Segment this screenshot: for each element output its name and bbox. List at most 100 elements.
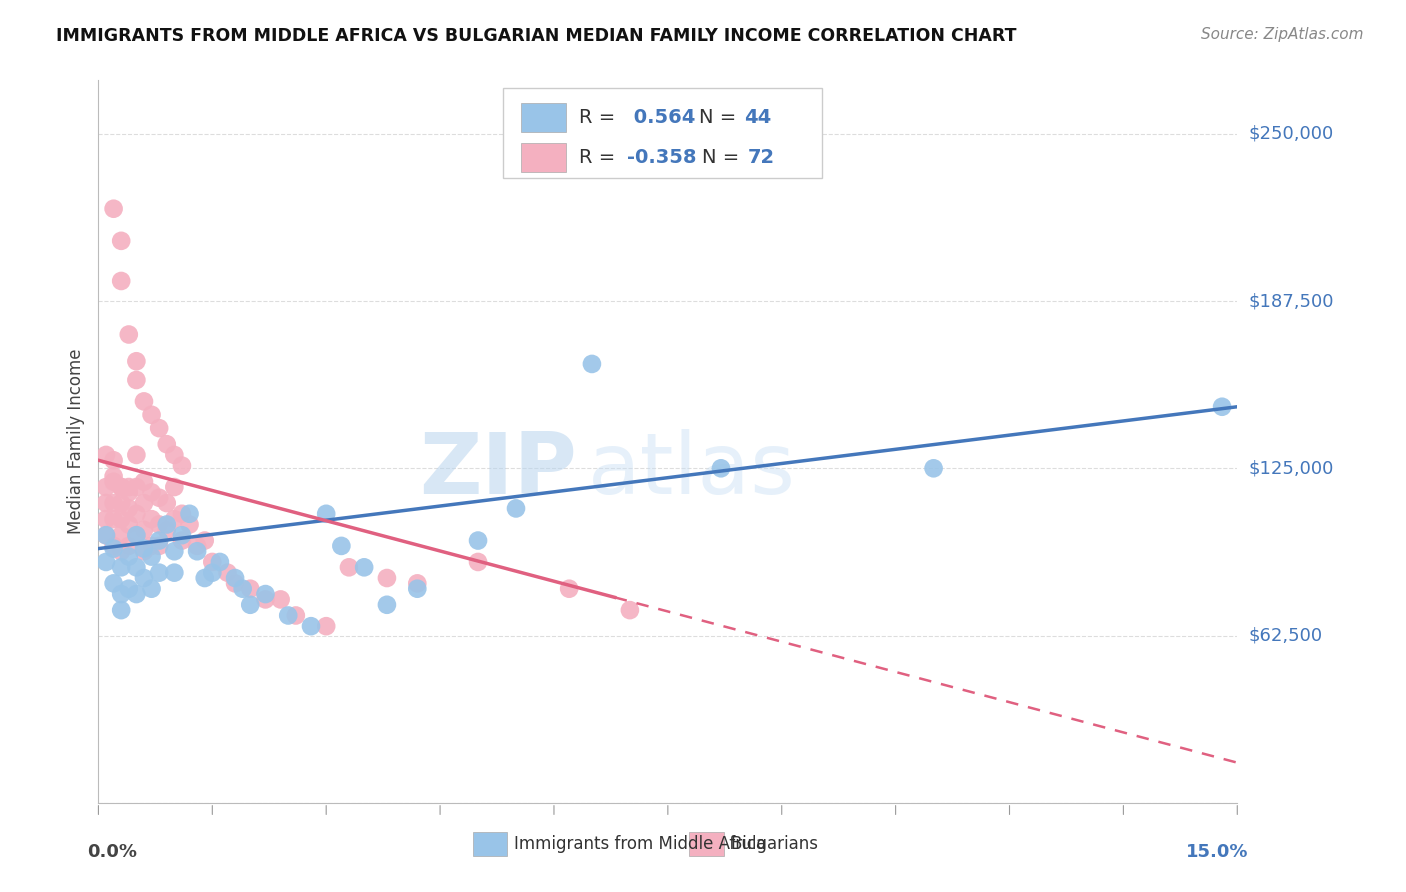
Point [103, 539, 125, 553]
Point [505, 501, 527, 516]
Text: Immigrants from Middle Africa: Immigrants from Middle Africa [515, 835, 766, 853]
Point [110, 544, 132, 558]
Point [148, 491, 170, 505]
Point [156, 496, 179, 510]
Point [118, 582, 141, 596]
Point [141, 485, 163, 500]
Point [581, 357, 603, 371]
Point [239, 598, 262, 612]
Point [163, 512, 186, 526]
Point [94, 555, 117, 569]
Point [179, 507, 201, 521]
Point [141, 549, 163, 564]
Point [315, 507, 337, 521]
Point [406, 582, 429, 596]
Point [103, 469, 125, 483]
Point [163, 448, 186, 462]
Point [110, 480, 132, 494]
Point [110, 587, 132, 601]
Point [163, 544, 186, 558]
Point [103, 541, 125, 556]
Point [239, 582, 262, 596]
Point [110, 234, 132, 248]
FancyBboxPatch shape [472, 832, 508, 855]
Text: 0.0%: 0.0% [87, 843, 136, 861]
Point [125, 587, 148, 601]
Point [284, 608, 307, 623]
Point [125, 507, 148, 521]
Point [118, 480, 141, 494]
Point [94, 480, 117, 494]
Point [194, 571, 217, 585]
Point [148, 539, 170, 553]
Point [217, 566, 239, 580]
Point [208, 555, 231, 569]
Point [224, 576, 246, 591]
Point [125, 528, 148, 542]
Point [103, 475, 125, 489]
Point [118, 517, 141, 532]
Point [170, 533, 193, 548]
Point [330, 539, 353, 553]
Point [132, 496, 155, 510]
Point [170, 458, 193, 473]
Text: N =: N = [702, 148, 740, 167]
Point [156, 437, 179, 451]
Point [194, 533, 217, 548]
Text: R =: R = [579, 148, 616, 167]
Point [148, 533, 170, 548]
Point [125, 560, 148, 574]
Text: N =: N = [699, 108, 735, 128]
Point [163, 566, 186, 580]
Point [141, 408, 163, 422]
Point [148, 566, 170, 580]
Point [110, 274, 132, 288]
Point [110, 603, 132, 617]
Point [619, 603, 641, 617]
Point [132, 394, 155, 409]
Point [467, 533, 489, 548]
Text: $250,000: $250,000 [1249, 125, 1334, 143]
Point [118, 327, 141, 342]
Point [375, 571, 398, 585]
Point [163, 480, 186, 494]
FancyBboxPatch shape [522, 103, 567, 132]
Point [132, 523, 155, 537]
Point [375, 598, 398, 612]
Point [132, 541, 155, 556]
FancyBboxPatch shape [689, 832, 724, 855]
Point [156, 517, 179, 532]
Text: Bulgarians: Bulgarians [731, 835, 818, 853]
Point [148, 517, 170, 532]
Point [125, 373, 148, 387]
Point [125, 448, 148, 462]
Point [558, 582, 581, 596]
Point [118, 485, 141, 500]
Point [148, 421, 170, 435]
Point [103, 576, 125, 591]
Point [132, 544, 155, 558]
Point [254, 592, 277, 607]
Point [125, 354, 148, 368]
Text: $62,500: $62,500 [1249, 626, 1323, 645]
Point [132, 571, 155, 585]
Text: IMMIGRANTS FROM MIDDLE AFRICA VS BULGARIAN MEDIAN FAMILY INCOME CORRELATION CHAR: IMMIGRANTS FROM MIDDLE AFRICA VS BULGARI… [56, 27, 1017, 45]
Text: atlas: atlas [588, 429, 796, 512]
Text: R =: R = [579, 108, 616, 128]
Point [110, 496, 132, 510]
Point [299, 619, 322, 633]
Point [710, 461, 733, 475]
Point [94, 528, 117, 542]
Text: Source: ZipAtlas.com: Source: ZipAtlas.com [1201, 27, 1364, 42]
Point [186, 544, 208, 558]
Point [270, 592, 292, 607]
Point [125, 480, 148, 494]
Point [1211, 400, 1233, 414]
Point [141, 539, 163, 553]
Point [118, 501, 141, 516]
Text: -0.358: -0.358 [627, 148, 696, 167]
Point [110, 480, 132, 494]
FancyBboxPatch shape [522, 143, 567, 172]
Point [110, 528, 132, 542]
Point [132, 475, 155, 489]
